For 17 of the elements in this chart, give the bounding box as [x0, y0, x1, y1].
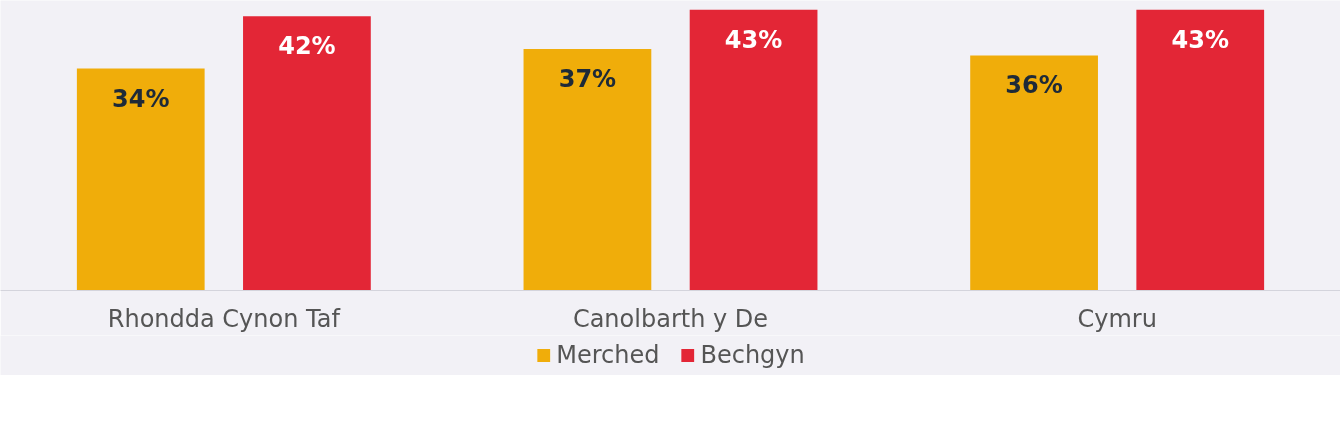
- bar: [243, 16, 371, 291]
- x-tick-label: Rhondda Cynon Taf: [107, 304, 341, 333]
- bar: [523, 48, 652, 291]
- bar: [1136, 9, 1265, 291]
- legend-label: Merched: [556, 341, 660, 369]
- bar: [970, 55, 1098, 291]
- data-label: 43%: [1171, 25, 1229, 54]
- legend-label: Bechgyn: [700, 341, 805, 369]
- data-label: 37%: [558, 64, 617, 93]
- data-label: 43%: [724, 25, 783, 54]
- x-tick-label: Canolbarth y De: [572, 304, 769, 333]
- data-label: 42%: [278, 32, 336, 61]
- data-label: 36%: [1005, 71, 1063, 100]
- data-label: 34%: [112, 84, 170, 113]
- bar: [689, 9, 818, 291]
- x-tick-label: Cymru: [1077, 304, 1157, 333]
- bar: [76, 68, 205, 291]
